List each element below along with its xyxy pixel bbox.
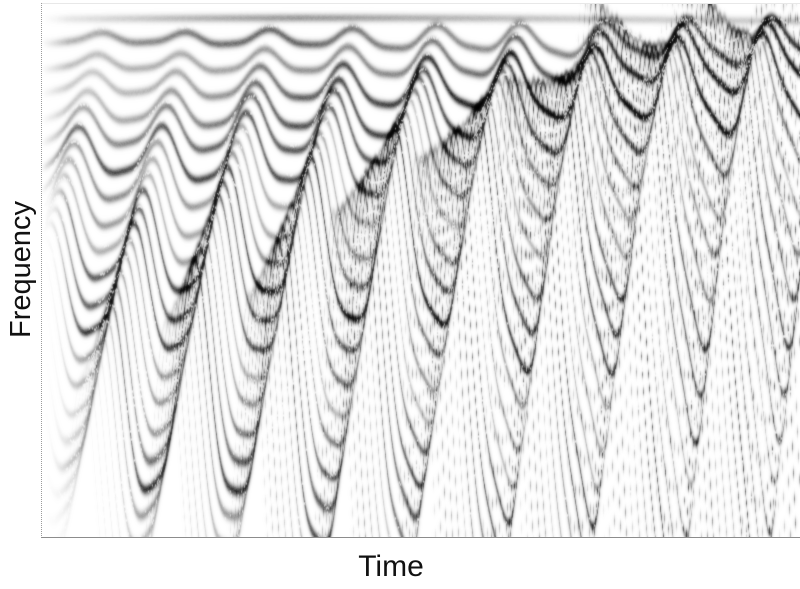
- axis-spine-bottom: [41, 537, 800, 538]
- plot-area: [41, 3, 800, 538]
- spectrogram-canvas: [41, 3, 800, 538]
- axis-spine-top: [41, 3, 800, 4]
- x-axis-label: Time: [41, 544, 741, 589]
- y-axis-label-text: Frequency: [4, 200, 37, 338]
- y-axis-label: Frequency: [0, 0, 42, 538]
- axis-spine-left: [41, 3, 42, 538]
- x-axis-label-text: Time: [358, 549, 424, 583]
